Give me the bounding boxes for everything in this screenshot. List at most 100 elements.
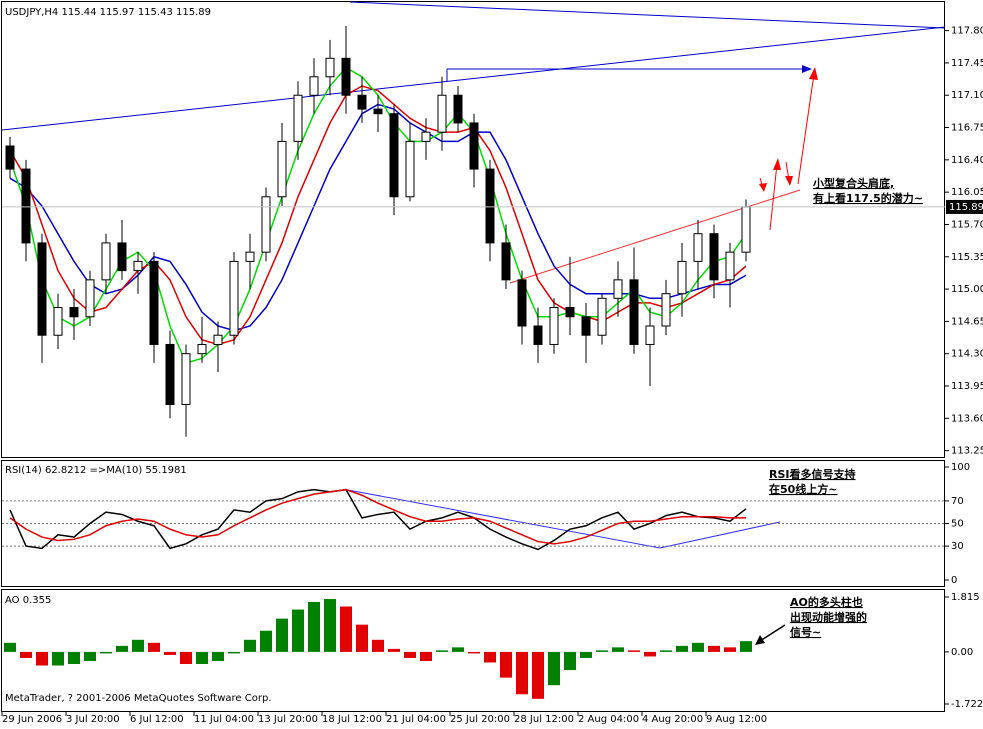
candle-body — [53, 307, 63, 336]
ao-bar — [484, 651, 496, 663]
ao-bar — [52, 651, 64, 666]
candle-body — [405, 140, 415, 198]
x-tick-label: 18 Jul 12:00 — [322, 714, 382, 725]
ao-bar — [580, 651, 592, 658]
ao-bar — [212, 651, 224, 661]
y-tick-label: 1.815 — [951, 592, 980, 603]
y-tick-label: 114.30 — [951, 349, 983, 360]
ao-bar — [420, 651, 432, 661]
y-tick-label: 116.40 — [951, 155, 983, 166]
y-tick-label: 100 — [951, 462, 970, 473]
x-tick-label: 11 Jul 04:00 — [194, 714, 254, 725]
y-tick-label: 70 — [951, 496, 964, 507]
ao-bar — [4, 642, 16, 652]
rsi-trend-line — [659, 521, 781, 549]
candle-body — [181, 353, 191, 405]
x-tick-label: 9 Aug 12:00 — [706, 714, 767, 725]
ao-panel — [1, 589, 945, 712]
ao-bar — [180, 651, 192, 665]
y-tick-label: 117.45 — [951, 58, 983, 69]
ao-bar — [468, 651, 480, 654]
candle-body — [421, 131, 431, 142]
candle-body — [21, 168, 31, 244]
ao-bar — [228, 651, 240, 654]
price-panel — [1, 1, 945, 458]
arrow-head — [802, 65, 812, 73]
candle-body — [133, 260, 143, 272]
ao-bar — [452, 647, 464, 652]
y-tick-label: 113.25 — [951, 446, 983, 457]
candle-body — [357, 94, 367, 110]
ao-bar — [100, 651, 112, 654]
ao-bar — [404, 651, 416, 658]
ao-bar — [276, 618, 288, 652]
y-tick-label: -1.722 — [951, 699, 983, 710]
ao-bar — [244, 639, 256, 652]
ao-bar — [436, 650, 448, 652]
ao-bar — [148, 642, 160, 652]
candle-body — [149, 260, 159, 345]
ao-bar — [372, 639, 384, 652]
y-tick-label: 116.05 — [951, 187, 983, 198]
candle-body — [741, 206, 751, 253]
candle-body — [533, 325, 543, 345]
y-tick-label: 115.70 — [951, 219, 983, 230]
candle-body — [565, 307, 575, 318]
candle-body — [197, 343, 207, 355]
arrow-head — [785, 176, 793, 186]
candle-body — [69, 307, 79, 318]
ao-bar — [116, 645, 128, 652]
watermark: MetaTrader, ? 2001-2006 MetaQuotes Softw… — [5, 693, 271, 704]
y-tick-label: 114.65 — [951, 316, 983, 327]
ao-bar — [564, 651, 576, 671]
ao-bar — [308, 601, 320, 652]
y-tick-label: 113.95 — [951, 381, 983, 392]
candle-body — [501, 242, 511, 281]
candle-body — [677, 260, 687, 295]
ao-bar — [340, 606, 352, 652]
ao-bar — [164, 651, 176, 655]
candle-body — [245, 251, 255, 262]
candle-body — [373, 108, 383, 115]
ao-bar — [500, 651, 512, 678]
price-title: USDJPY,H4 115.44 115.97 115.43 115.89 — [5, 7, 211, 18]
ao-bar — [68, 651, 80, 665]
candle-body — [165, 343, 175, 405]
candle-body — [85, 279, 95, 318]
candle-body — [117, 242, 127, 272]
current-price-label: 115.89 — [949, 202, 983, 213]
candle-body — [661, 293, 671, 327]
candle-body — [309, 76, 319, 96]
candle-body — [693, 233, 703, 262]
candle-body — [517, 279, 527, 327]
trend-line — [1, 26, 946, 131]
x-tick-label: 4 Aug 20:00 — [642, 714, 703, 725]
ao-title: AO 0.355 — [5, 595, 51, 606]
drawings — [1, 1, 946, 645]
ao-bar — [36, 651, 48, 666]
rsi-line — [9, 488, 746, 545]
candle-body — [613, 279, 623, 299]
annotation: 小型复合头肩底, — [812, 176, 894, 190]
candle-body — [389, 113, 399, 198]
ao-bar — [324, 598, 336, 652]
x-tick-label: 28 Jul 12:00 — [514, 714, 574, 725]
x-tick-label: 3 Jul 20:00 — [66, 714, 120, 725]
current-price-box — [946, 199, 983, 214]
ao-bar — [692, 642, 704, 652]
trend-line — [349, 1, 946, 29]
candle-body — [725, 251, 735, 281]
arrow-head — [759, 183, 767, 192]
candle-body — [325, 57, 335, 78]
rsi-trend-line — [347, 489, 661, 549]
candle-body — [5, 145, 15, 170]
candle-body — [597, 297, 607, 336]
candle-body — [437, 94, 447, 133]
ao-bar — [660, 650, 672, 652]
ao-bar — [676, 645, 688, 652]
ao-bar — [548, 651, 560, 686]
y-tick-label: 117.10 — [951, 90, 983, 101]
ao-arrow — [759, 624, 786, 642]
ao-bar — [516, 651, 528, 695]
y-tick-label: 0 — [951, 575, 957, 586]
